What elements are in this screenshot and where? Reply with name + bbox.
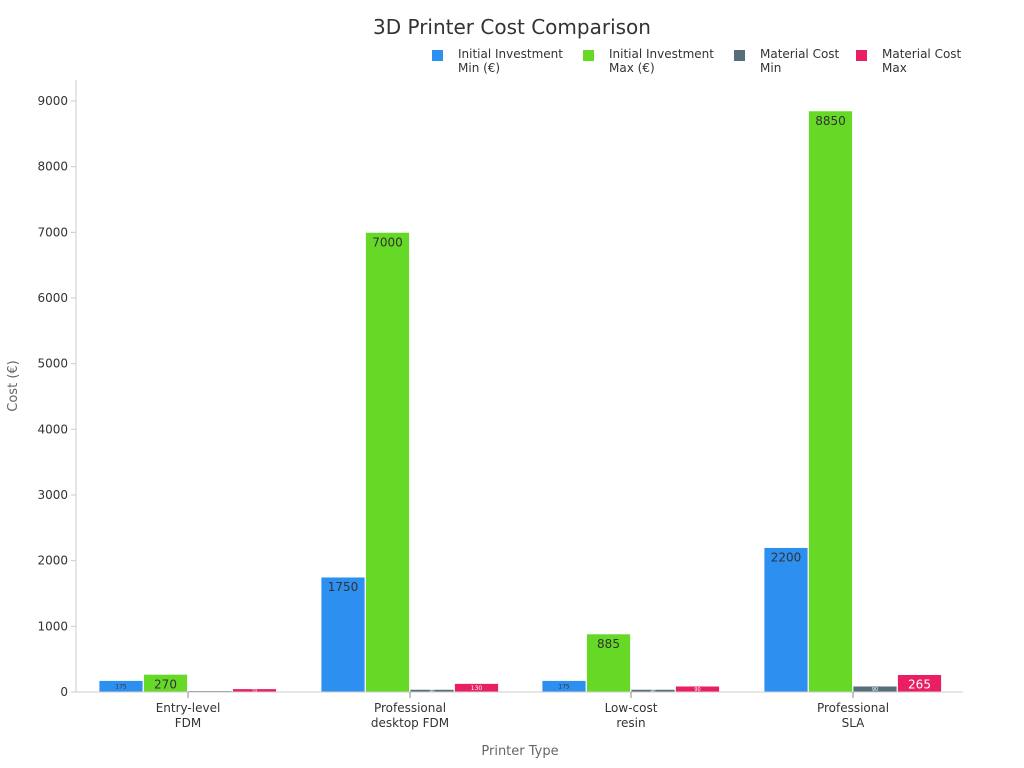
- legend-swatch: [856, 50, 867, 61]
- data-label: 40: [429, 688, 435, 693]
- y-ticks: 0 1000 2000 3000 4000 5000 6000 7000 8000 9000: [37, 94, 76, 699]
- data-label: 1750: [328, 580, 359, 594]
- data-label: 175: [558, 683, 570, 690]
- x-axis-label: Printer Type: [481, 744, 558, 759]
- axes: [75, 80, 963, 693]
- x-tick-label: Low-cost resin: [605, 701, 658, 730]
- y-tick-label: 7000: [37, 225, 68, 239]
- y-tick-label: 6000: [37, 291, 68, 305]
- data-label: 7000: [372, 235, 403, 249]
- legend-label: Material Cost Min: [760, 47, 840, 75]
- data-label: 50: [252, 688, 258, 693]
- legend-swatch: [734, 50, 745, 61]
- bar: [808, 110, 853, 693]
- legend: Initial Investment Min (€) Initial Investm…: [432, 47, 962, 75]
- data-label: 175: [115, 683, 127, 690]
- legend-label: Material Cost Max: [882, 47, 962, 75]
- data-label: 40: [650, 688, 656, 693]
- bar: [365, 231, 410, 693]
- y-tick-label: 4000: [37, 422, 68, 436]
- data-label: 265: [908, 678, 931, 692]
- y-tick-label: 0: [60, 685, 68, 699]
- y-axis-label: Cost (€): [6, 360, 21, 411]
- bar: [586, 633, 631, 693]
- y-tick-label: 8000: [37, 160, 68, 174]
- chart-title: 3D Printer Cost Comparison: [373, 15, 651, 39]
- data-label: 2200: [771, 551, 802, 565]
- y-tick-label: 9000: [37, 94, 68, 108]
- x-tick-label: Professional SLA: [817, 701, 889, 730]
- x-tick-label: Entry-level FDM: [156, 701, 221, 730]
- data-label: 270: [154, 677, 177, 691]
- data-label: 885: [597, 637, 620, 651]
- legend-label: Initial Investment Max (€): [609, 47, 714, 75]
- y-tick-label: 3000: [37, 488, 68, 502]
- bar: [320, 576, 366, 693]
- legend-swatch: [432, 50, 443, 61]
- bar: [763, 547, 809, 693]
- y-tick-label: 2000: [37, 554, 68, 568]
- data-label: 8850: [815, 114, 846, 128]
- y-tick-label: 5000: [37, 357, 68, 371]
- legend-swatch: [583, 50, 594, 61]
- x-tick-label: Professional desktop FDM: [371, 701, 449, 730]
- data-label: 130: [471, 685, 483, 692]
- legend-label: Initial Investment Min (€): [458, 47, 563, 75]
- x-ticks: Entry-level FDM Professional desktop FDM Low…: [156, 692, 889, 730]
- y-tick-label: 1000: [37, 619, 68, 633]
- bars: 175 1750 175 2200 270 7000 885 8850 40 40 90 50 130 9…: [98, 110, 942, 693]
- data-label: 90: [872, 687, 878, 693]
- data-label: 90: [694, 687, 700, 693]
